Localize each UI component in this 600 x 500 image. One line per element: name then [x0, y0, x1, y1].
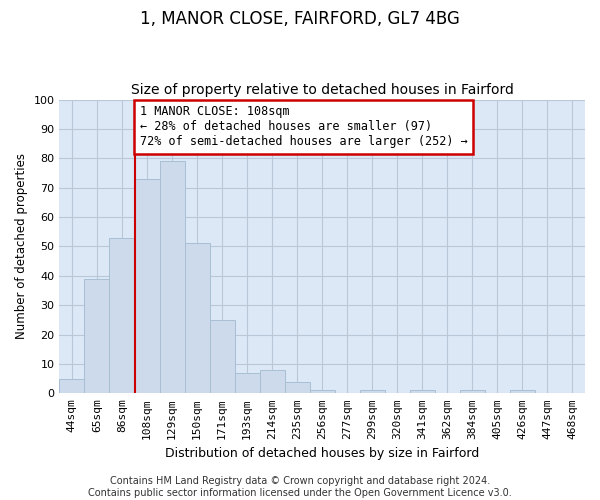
Bar	[360, 390, 385, 394]
Bar	[160, 161, 185, 394]
Bar	[59, 378, 85, 394]
Bar	[209, 320, 235, 394]
Bar	[260, 370, 284, 394]
Bar	[185, 244, 209, 394]
Bar	[284, 382, 310, 394]
Bar	[310, 390, 335, 394]
Y-axis label: Number of detached properties: Number of detached properties	[15, 154, 28, 340]
Text: Contains HM Land Registry data © Crown copyright and database right 2024.
Contai: Contains HM Land Registry data © Crown c…	[88, 476, 512, 498]
Bar	[410, 390, 435, 394]
Text: 1, MANOR CLOSE, FAIRFORD, GL7 4BG: 1, MANOR CLOSE, FAIRFORD, GL7 4BG	[140, 10, 460, 28]
X-axis label: Distribution of detached houses by size in Fairford: Distribution of detached houses by size …	[165, 447, 479, 460]
Title: Size of property relative to detached houses in Fairford: Size of property relative to detached ho…	[131, 83, 514, 97]
Text: 1 MANOR CLOSE: 108sqm
← 28% of detached houses are smaller (97)
72% of semi-deta: 1 MANOR CLOSE: 108sqm ← 28% of detached …	[140, 106, 467, 148]
Bar	[235, 372, 260, 394]
Bar	[134, 179, 160, 394]
Bar	[109, 238, 134, 394]
Bar	[85, 278, 109, 394]
Bar	[510, 390, 535, 394]
Bar	[460, 390, 485, 394]
